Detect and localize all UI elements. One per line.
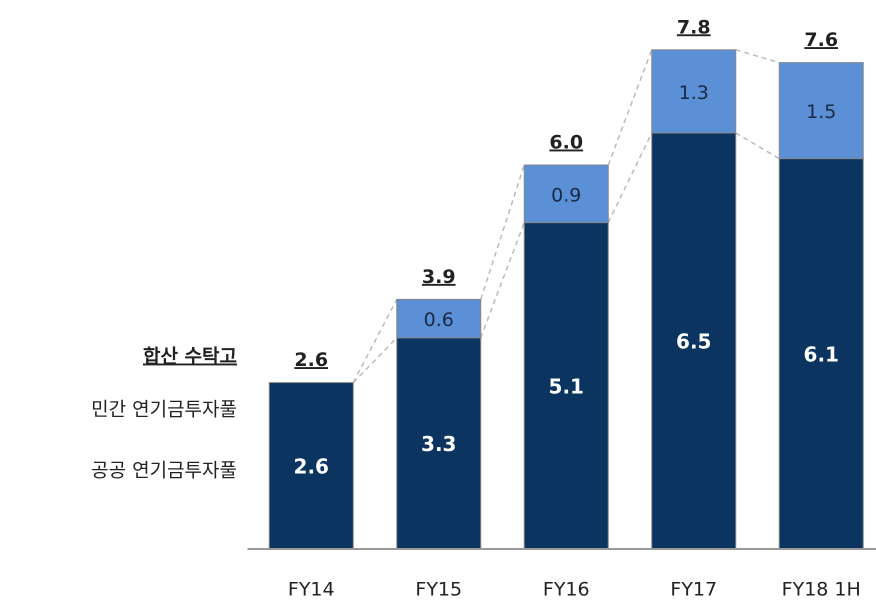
data-label: 0.6 — [424, 309, 454, 331]
bar-segment — [778, 62, 864, 160]
data-label: 5.1 — [549, 374, 584, 398]
x-tick-label: FY15 — [415, 579, 462, 601]
data-label: 6.1 — [804, 342, 839, 366]
total-label: 6.0 — [549, 132, 583, 154]
connector — [480, 222, 525, 339]
legend-total: 합산 수탁고 — [143, 346, 237, 368]
legend-entry: 민간 연기금투자풀 — [91, 399, 237, 421]
total-label: 7.8 — [677, 16, 711, 38]
connector — [735, 49, 780, 64]
data-label: 6.5 — [676, 330, 711, 354]
bar-segment — [396, 298, 482, 339]
connector — [352, 299, 398, 383]
data-label: 2.6 — [294, 454, 329, 478]
x-tick-label: FY14 — [288, 579, 335, 601]
total-label: 3.9 — [422, 266, 456, 288]
data-label: 0.9 — [551, 184, 581, 206]
data-label: 1.5 — [806, 101, 836, 123]
connector — [352, 337, 398, 384]
x-tick-label: FY16 — [543, 579, 590, 601]
legend-entry: 공공 연기금투자풀 — [91, 460, 237, 482]
connector — [607, 49, 653, 166]
bar-segment — [523, 164, 609, 224]
connector — [480, 164, 525, 300]
connector — [735, 132, 780, 160]
bar-segment — [523, 222, 609, 550]
bar-segment — [651, 49, 737, 134]
data-label: 3.3 — [421, 432, 456, 456]
bar-segment — [268, 382, 354, 550]
bar-segment — [778, 158, 864, 550]
bar-segment — [651, 132, 737, 550]
connector — [607, 132, 653, 223]
data-label: 1.3 — [679, 82, 709, 104]
x-tick-label: FY17 — [670, 579, 717, 601]
total-label: 7.6 — [804, 29, 838, 51]
total-label: 2.6 — [294, 349, 328, 371]
x-tick-label: FY18 1H — [782, 579, 861, 601]
